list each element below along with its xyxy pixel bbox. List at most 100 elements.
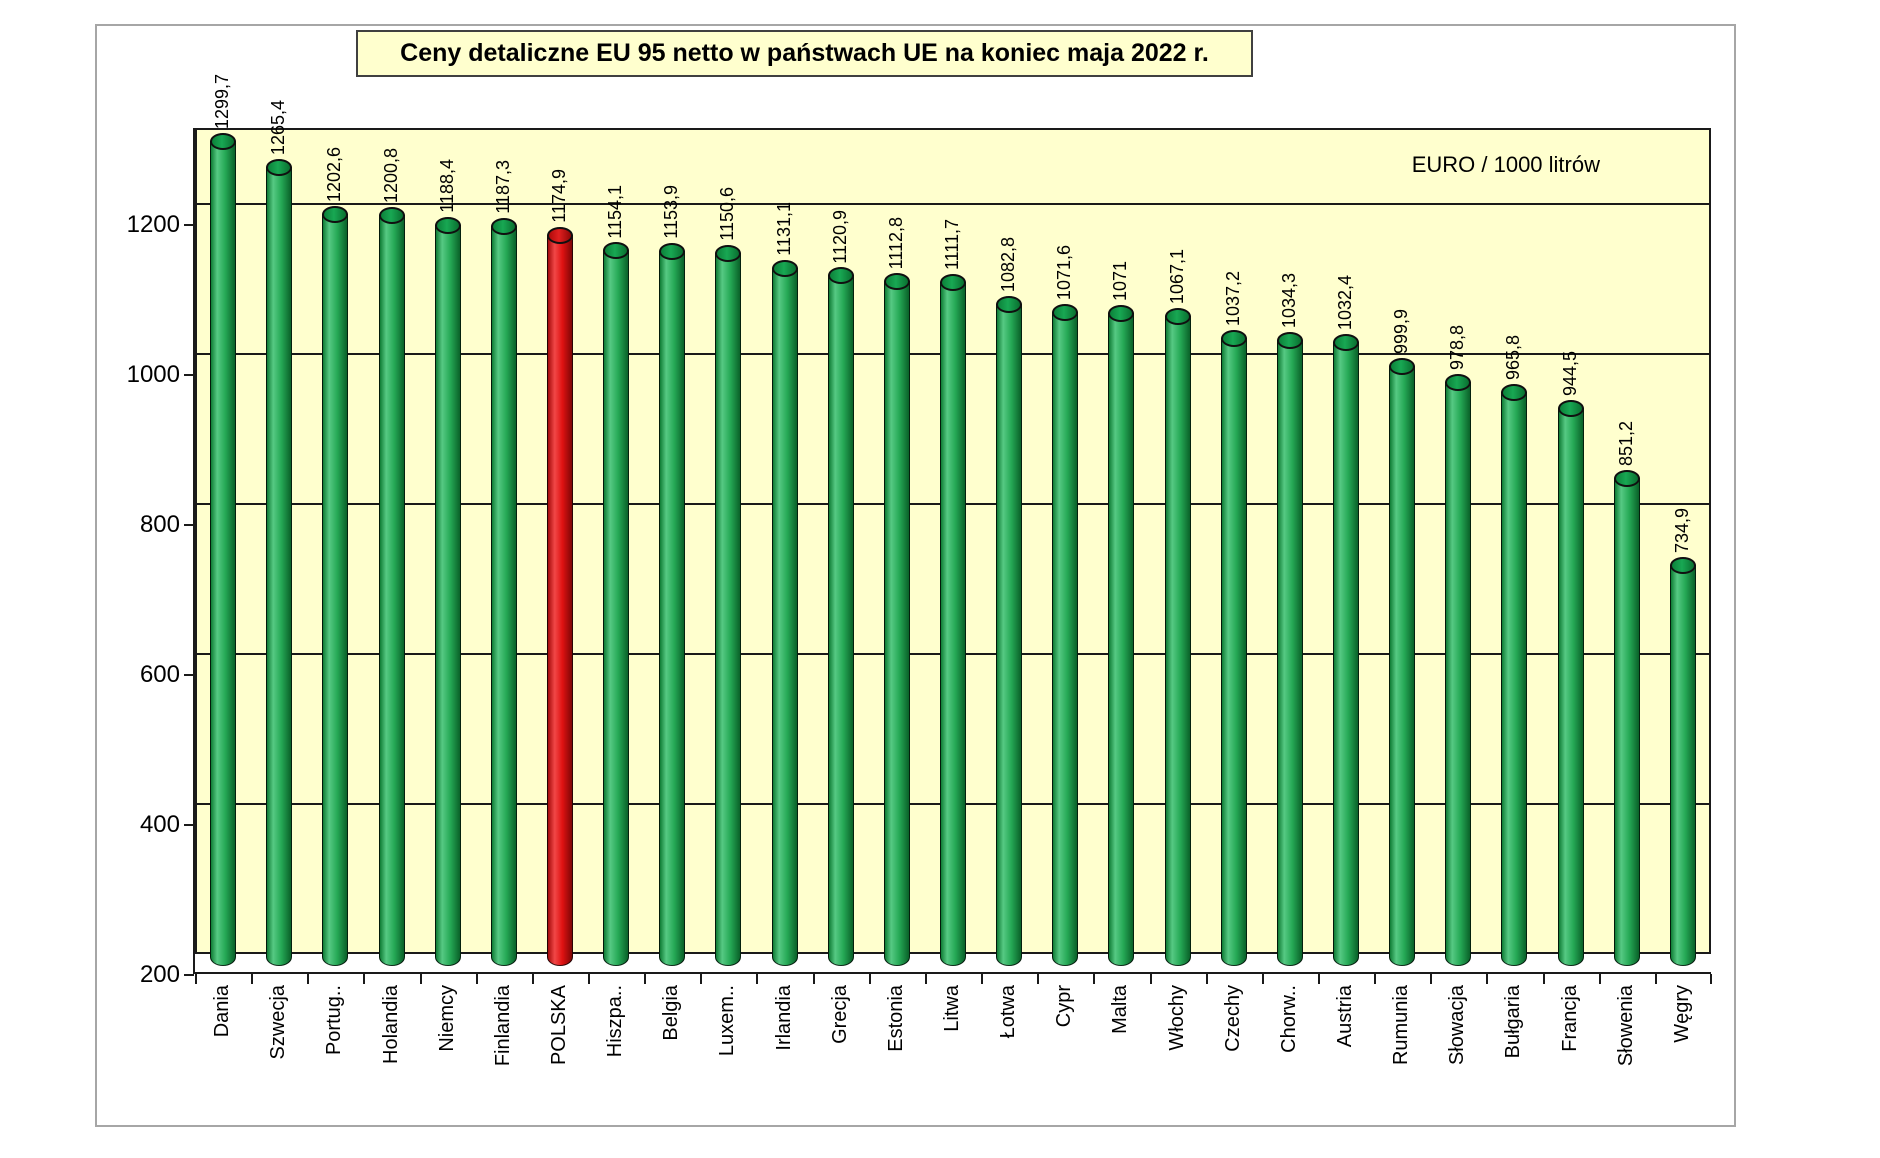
bar-value-label: 978,8 [1447, 324, 1468, 370]
bar-value-label: 1037,2 [1222, 271, 1243, 327]
x-axis-label-polska: POLSKA [547, 985, 570, 1066]
bar-top-cap [883, 273, 910, 291]
bar-top-cap [1445, 373, 1472, 391]
y-tick-600 [184, 674, 194, 676]
bar-body [1445, 381, 1472, 966]
bar-value-label: 1111,7 [942, 219, 962, 271]
bar-value-label: 1154,1 [605, 184, 626, 239]
y-tick-label-1000: 1000 [126, 361, 180, 388]
x-axis-label-włochy: Włochy [1165, 985, 1188, 1051]
bar-top-cap [996, 295, 1023, 313]
x-axis-label-rumunia: Rumunia [1390, 985, 1413, 1066]
bar-value-label: 1112,8 [885, 217, 906, 270]
y-tick-400 [184, 824, 194, 826]
x-tick [307, 974, 310, 984]
bar-value-label: 1120,9 [829, 209, 850, 264]
y-tick-1200 [184, 224, 194, 226]
bar-top-cap [771, 259, 798, 277]
bar-body [490, 225, 517, 966]
bar-value-label: 1082,8 [998, 236, 1019, 292]
x-tick [812, 974, 815, 984]
bar-body [883, 281, 910, 966]
x-tick [1093, 974, 1096, 984]
bar-austria [1333, 333, 1360, 966]
bar-body [1389, 366, 1416, 966]
x-axis-label-irlandia: Irlandia [772, 985, 795, 1051]
bar-top-cap [827, 267, 854, 285]
bar-irlandia [771, 259, 798, 966]
bar-value-label: 1202,6 [324, 147, 345, 203]
bar-body [1557, 407, 1584, 966]
bar-chorw- [1276, 332, 1303, 966]
bar-body [1669, 564, 1696, 966]
bar-top-cap [715, 245, 742, 263]
bar-top-cap [434, 216, 461, 234]
bar-top-cap [1501, 383, 1528, 401]
bar-portug- [322, 206, 349, 966]
bar-belgia [659, 242, 686, 966]
y-tick-label-800: 800 [139, 511, 180, 538]
bar-top-cap [378, 207, 405, 225]
bar-top-cap [1333, 333, 1360, 351]
bar-top-cap [546, 226, 573, 244]
bar-body [1276, 340, 1303, 966]
x-axis-label-finlandia: Finlandia [491, 985, 514, 1067]
x-tick [924, 974, 927, 984]
bar-top-cap [1613, 469, 1640, 487]
x-tick [1430, 974, 1433, 984]
bar-top-cap [1557, 399, 1584, 417]
bar-słowacja [1445, 373, 1472, 966]
bar-polska [546, 226, 573, 966]
y-axis-line [193, 128, 195, 974]
x-axis-label-estonia: Estonia [884, 985, 907, 1052]
bar-value-label: 1067,1 [1166, 248, 1187, 304]
bar-body [715, 253, 742, 966]
x-tick [1374, 974, 1377, 984]
bar-top-cap [940, 274, 966, 292]
bar-top-cap [603, 242, 630, 260]
y-axis-unit-label: EURO / 1000 litrów [1411, 152, 1600, 177]
bar-top-cap [1389, 358, 1416, 376]
bar-malta [1108, 304, 1135, 966]
x-axis-label-francja: Francja [1558, 985, 1581, 1052]
x-axis-label-węgry: Węgry [1670, 985, 1693, 1043]
bar-value-label: 1187,3 [492, 159, 513, 214]
bar-value-label: 965,8 [1503, 334, 1524, 380]
x-axis-label-portug-: Portug.. [323, 985, 346, 1056]
bar-body [996, 303, 1023, 966]
bar-body [1108, 312, 1135, 966]
bar-value-label: 1188,4 [436, 158, 457, 213]
bar-value-label: 734,9 [1671, 507, 1692, 553]
bar-top-cap [659, 242, 686, 260]
y-tick-800 [184, 524, 194, 526]
y-tick-label-600: 600 [139, 661, 180, 688]
bar-cypr [1052, 304, 1079, 966]
x-tick [1149, 974, 1152, 984]
y-tick-label-1200: 1200 [126, 211, 180, 238]
x-tick [981, 974, 984, 984]
bar-value-label: 1200,8 [380, 148, 401, 204]
bar-value-label: 944,5 [1559, 350, 1580, 396]
x-axis-label-litwa: Litwa [941, 985, 963, 1032]
y-tick-label-200: 200 [139, 961, 180, 988]
bar-top-cap [490, 217, 517, 235]
bar-body [1164, 315, 1191, 966]
bar-litwa [940, 274, 966, 966]
bar-body [1220, 338, 1247, 966]
y-tick-1000 [184, 374, 194, 376]
x-tick [475, 974, 478, 984]
x-axis-label-holandia: Holandia [379, 985, 402, 1064]
bar-włochy [1164, 307, 1191, 966]
bar-finlandia [490, 217, 517, 966]
bar-grecja [827, 267, 854, 966]
x-axis-line [193, 972, 1711, 974]
x-axis-label-łotwa: Łotwa [997, 985, 1020, 1039]
x-tick [1654, 974, 1657, 984]
bar-łotwa [996, 295, 1023, 966]
x-tick [588, 974, 591, 984]
bar-value-label: 999,9 [1391, 309, 1412, 355]
x-axis-label-chorw-: Chorw.. [1277, 985, 1300, 1053]
bar-value-label: 851,2 [1615, 420, 1636, 466]
x-tick [700, 974, 703, 984]
x-axis-label-niemcy: Niemcy [435, 985, 458, 1052]
